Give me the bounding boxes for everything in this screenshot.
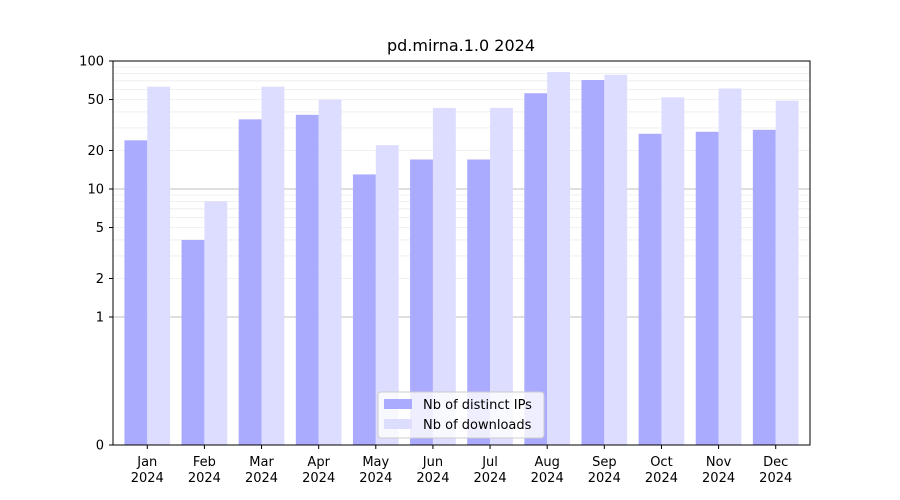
x-tick-label-month: Jun [422,455,443,470]
x-tick-label-month: Nov [706,455,732,470]
y-tick-label: 50 [87,93,104,108]
x-tick-label-year: 2024 [131,471,164,486]
y-tick-label: 10 [87,183,104,198]
bar-downloads-aug [547,72,571,445]
bar-downloads-jun [432,107,456,445]
bar-downloads-jul [490,107,513,445]
legend-swatch [384,419,412,429]
y-tick-label: 5 [96,221,104,236]
x-tick-label-year: 2024 [645,471,678,486]
x-tick-label-year: 2024 [474,471,507,486]
y-tick-label: 1 [96,311,104,326]
plot-frame [112,60,811,446]
x-tick-label-month: Sep [592,455,617,470]
chart-title: pd.mirna.1.0 2024 [387,36,535,55]
x-tick-label-month: Aug [535,455,560,470]
y-tick-label: 20 [87,144,104,159]
bar-distinct-ips-sep [581,80,605,445]
bar-downloads-dec [775,100,799,445]
bar-distinct-ips-dec [752,129,776,445]
bar-distinct-ips-nov [695,131,719,445]
bar-distinct-ips-mar [238,119,262,446]
legend: Nb of distinct IPs Nb of downloads [377,391,545,439]
bar-distinct-ips-jul [467,159,491,445]
x-tick-label-year: 2024 [359,471,392,486]
legend-label: Nb of downloads [423,418,532,433]
x-tick-label-year: 2024 [245,471,278,486]
x-tick-label-month: Jan [136,455,157,470]
grid-lines [113,66,810,318]
bar-downloads-apr [318,99,342,446]
bar-downloads-oct [661,97,685,446]
x-tick-label-year: 2024 [188,471,221,486]
x-tick-label-month: Mar [249,455,274,470]
x-tick-label-year: 2024 [416,471,449,486]
x-tick-label-month: Apr [307,455,330,470]
x-tick-label-month: Dec [763,455,788,470]
bar-distinct-ips-feb [181,239,205,445]
legend-label: Nb of distinct IPs [423,398,532,413]
legend-box [377,391,545,439]
bar-downloads-jan [147,86,171,445]
x-tick-label-year: 2024 [759,471,792,486]
bar-downloads-may [375,145,399,445]
bar-distinct-ips-jan [124,140,148,446]
y-tick-label: 100 [79,55,104,70]
bar-downloads-sep [604,74,628,445]
y-tick-label: 0 [96,439,104,454]
x-tick-label-month: Oct [650,455,672,470]
x-tick-label-year: 2024 [588,471,621,486]
x-tick-label-month: Feb [193,455,216,470]
x-tick-label-year: 2024 [302,471,335,486]
x-tick-label-month: Jul [481,455,498,470]
x-tick-label-month: May [362,455,389,470]
bar-distinct-ips-jun [410,159,433,445]
bar-downloads-nov [718,88,742,445]
bar-downloads-feb [204,201,228,445]
x-tick-label-year: 2024 [531,471,564,486]
bar-distinct-ips-aug [524,93,548,445]
bar-distinct-ips-apr [295,114,319,446]
x-axis: Jan2024Feb2024Mar2024Apr2024May2024Jun20… [131,445,792,486]
y-tick-label: 2 [96,272,104,287]
x-tick-label-year: 2024 [702,471,735,486]
bar-distinct-ips-oct [638,133,662,445]
legend-swatch [384,399,412,409]
bar-downloads-mar [261,86,285,445]
bar-distinct-ips-may [352,174,376,445]
bars [124,72,799,446]
y-axis: 0 1 2 5 10 20 50 100 [79,55,113,454]
